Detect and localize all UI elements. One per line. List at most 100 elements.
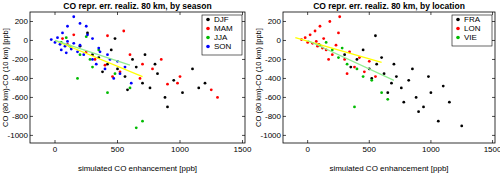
point: [156, 72, 159, 75]
point: [151, 68, 154, 71]
x-tick: [369, 140, 370, 143]
y-tick-label: -600: [12, 93, 29, 102]
point: [395, 75, 398, 78]
y-tick: [283, 40, 286, 41]
point: [104, 64, 107, 67]
y-label: CO (80 km)-CO (10 km) [ppb]: [254, 28, 263, 127]
point: [176, 82, 179, 85]
y-tick: [30, 59, 33, 60]
y-tick: [30, 97, 33, 98]
point: [101, 70, 104, 73]
legend-marker: [456, 18, 460, 22]
point: [181, 91, 184, 94]
y-tick-right: [492, 40, 495, 41]
y-tick-right: [492, 78, 495, 79]
x-tick-top: [307, 12, 308, 15]
point: [160, 58, 163, 61]
point: [72, 42, 75, 45]
title: CO repr. err. realiz. 80 km, by season: [63, 1, 211, 11]
point: [106, 91, 109, 94]
y-tick-label: -400: [265, 74, 282, 83]
point: [126, 88, 129, 91]
legend-label: JJA: [214, 33, 228, 42]
legend-marker: [456, 36, 460, 40]
point: [411, 68, 414, 71]
point: [216, 96, 219, 99]
point: [343, 53, 346, 56]
y-tick: [283, 135, 286, 136]
point: [106, 34, 109, 37]
point: [375, 63, 378, 66]
y-tick-label: 0: [24, 36, 29, 45]
point: [417, 110, 420, 113]
point: [56, 36, 59, 39]
y-tick-right: [242, 116, 245, 117]
y-tick-label: -1000: [8, 131, 29, 140]
x-tick-top: [492, 12, 493, 15]
point: [144, 53, 147, 56]
chart: 0500100015002000-200-400-600-800-1000CO …: [1, 1, 252, 173]
point: [114, 72, 117, 75]
y-tick-right: [492, 135, 495, 136]
y-tick: [30, 21, 33, 22]
point: [349, 66, 352, 69]
point: [322, 37, 325, 40]
point: [82, 53, 85, 56]
x-tick-label: 500: [363, 145, 377, 154]
point: [129, 87, 132, 90]
x-tick-label: 0: [305, 145, 310, 154]
plot-data: [295, 15, 463, 127]
y-label: CO (80 km)-CO (10 km) [ppb]: [1, 28, 10, 127]
point: [139, 77, 142, 80]
x-label: simulated CO enhancement [ppb]: [329, 164, 448, 173]
point: [79, 53, 82, 56]
point: [95, 63, 98, 66]
legend-label: DJF: [214, 15, 229, 24]
x-tick: [242, 140, 243, 143]
y-tick-right: [492, 116, 495, 117]
point: [402, 101, 405, 104]
legend-marker: [206, 27, 210, 31]
point: [130, 82, 133, 85]
point: [386, 91, 389, 94]
y-tick: [283, 116, 286, 117]
point: [66, 40, 69, 43]
point: [91, 58, 94, 61]
point: [374, 34, 377, 37]
point: [437, 120, 440, 123]
y-tick: [30, 116, 33, 117]
legend: DJFMAMJJASON: [202, 15, 242, 55]
point: [363, 70, 366, 73]
point: [110, 49, 113, 52]
point: [114, 37, 117, 40]
point: [386, 98, 389, 101]
point: [315, 40, 318, 43]
point: [337, 56, 340, 59]
legend-marker: [206, 18, 210, 22]
point: [61, 37, 64, 40]
x-tick-top: [369, 12, 370, 15]
x-tick: [430, 140, 431, 143]
point: [328, 20, 331, 23]
point: [97, 47, 100, 50]
x-tick-label: 1000: [171, 145, 189, 154]
point: [76, 50, 79, 53]
y-tick-right: [242, 135, 245, 136]
point: [368, 60, 371, 63]
x-tick-label: 1000: [422, 145, 440, 154]
x-tick-top: [180, 12, 181, 15]
point: [314, 30, 317, 33]
y-tick-label: 0: [277, 36, 282, 45]
point: [119, 72, 122, 75]
point: [60, 49, 63, 52]
y-tick-label: -600: [265, 93, 282, 102]
point: [72, 33, 75, 36]
y-tick: [283, 59, 286, 60]
point: [141, 63, 144, 66]
point: [422, 106, 425, 109]
legend-box: [202, 15, 242, 55]
point: [91, 37, 94, 40]
point: [149, 87, 152, 90]
point: [65, 51, 68, 54]
point: [61, 31, 64, 34]
